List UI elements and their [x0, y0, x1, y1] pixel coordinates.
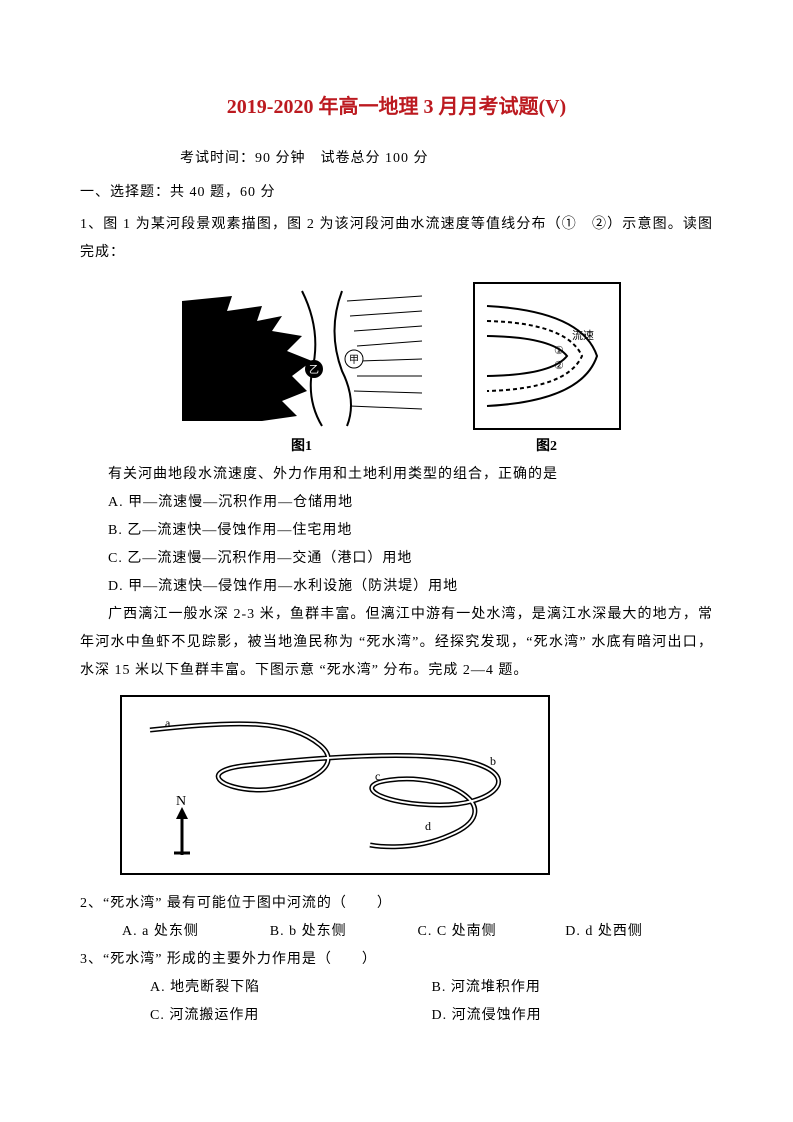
- figure2-diagram: 流速 ① ②: [472, 281, 622, 431]
- q1-sub: 有关河曲地段水流速度、外力作用和土地利用类型的组合，正确的是: [80, 461, 713, 489]
- fig1-label-yi: 乙: [309, 364, 319, 376]
- q3-opt-d: D. 河流侵蚀作用: [432, 1002, 714, 1030]
- figure2-box: 流速 ① ② 图2: [472, 281, 622, 455]
- exam-info: 考试时间：90 分钟 试卷总分 100 分: [180, 147, 713, 167]
- q1-opt-a: A. 甲—流速慢—沉积作用—仓储用地: [108, 489, 713, 517]
- q3-opt-b: B. 河流堆积作用: [432, 974, 714, 1002]
- figure1-sketch: 乙 甲: [172, 281, 432, 431]
- fig3-label-b: b: [490, 754, 496, 768]
- q2-opt-d: D. d 处西侧: [565, 918, 713, 946]
- q1-opt-b: B. 乙—流速快—侵蚀作用—住宅用地: [108, 517, 713, 545]
- svg-text:N: N: [176, 794, 186, 809]
- north-arrow-icon: N: [174, 794, 190, 855]
- page-title: 2019-2020 年高一地理 3 月月考试题(V): [80, 90, 713, 119]
- fig1-caption: 图1: [291, 435, 312, 455]
- q2-stem: 2、“死水湾” 最有可能位于图中河流的（ ）: [80, 890, 713, 918]
- fig2-caption: 图2: [536, 435, 557, 455]
- passage2: 广西漓江一般水深 2-3 米，鱼群丰富。但漓江中游有一处水湾，是漓江水深最大的地…: [80, 601, 713, 685]
- figure3-map: a b c d N: [120, 695, 550, 875]
- fig2-label-1: ①: [554, 345, 564, 357]
- fig3-label-d: d: [425, 819, 431, 833]
- q1-stem: 1、图 1 为某河段景观素描图，图 2 为该河段河曲水流速度等值线分布（① ②）…: [80, 211, 713, 267]
- fig2-label-2: ②: [554, 360, 564, 372]
- fig2-label-flow: 流速: [572, 328, 594, 342]
- q1-options: A. 甲—流速慢—沉积作用—仓储用地 B. 乙—流速快—侵蚀作用—住宅用地 C.…: [108, 489, 713, 601]
- q2-opt-c: C. C 处南侧: [418, 918, 566, 946]
- fig3-label-a: a: [165, 716, 171, 730]
- q2-options: A. a 处东侧 B. b 处东侧 C. C 处南侧 D. d 处西侧: [122, 918, 713, 946]
- figure-row-1: 乙 甲 图1 流速 ① ② 图2: [80, 281, 713, 455]
- q3-options: A. 地壳断裂下陷 B. 河流堆积作用 C. 河流搬运作用 D. 河流侵蚀作用: [150, 974, 713, 1030]
- figure3-wrap: a b c d N: [120, 695, 550, 880]
- q2-opt-b: B. b 处东侧: [270, 918, 418, 946]
- q2-opt-a: A. a 处东侧: [122, 918, 270, 946]
- exam-page: 2019-2020 年高一地理 3 月月考试题(V) 考试时间：90 分钟 试卷…: [0, 0, 793, 1122]
- fig1-label-jia: 甲: [349, 355, 359, 366]
- fig3-label-c: c: [375, 769, 380, 783]
- q1-opt-c: C. 乙—流速慢—沉积作用—交通（港口）用地: [108, 545, 713, 573]
- q3-opt-a: A. 地壳断裂下陷: [150, 974, 432, 1002]
- q3-opt-c: C. 河流搬运作用: [150, 1002, 432, 1030]
- q1-opt-d: D. 甲—流速快—侵蚀作用—水利设施（防洪堤）用地: [108, 573, 713, 601]
- section1-head: 一、选择题：共 40 题，60 分: [80, 181, 713, 201]
- figure1-box: 乙 甲 图1: [172, 281, 432, 455]
- q3-stem: 3、“死水湾” 形成的主要外力作用是（ ）: [80, 946, 713, 974]
